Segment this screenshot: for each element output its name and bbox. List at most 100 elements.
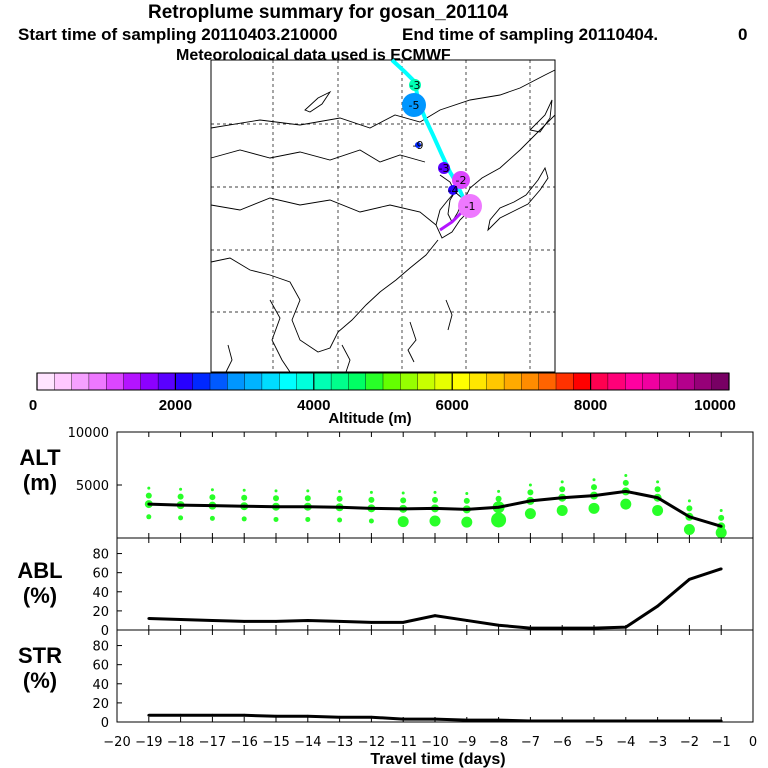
colorbar-tick-label: 10000 bbox=[694, 397, 736, 414]
trajectory-point-label: -3 bbox=[410, 79, 421, 92]
panel-alt: 5000 10000 ALT(m) bbox=[19, 426, 754, 539]
colorbar-swatch bbox=[175, 372, 194, 391]
scatter-point bbox=[620, 498, 632, 510]
series-point bbox=[624, 719, 628, 723]
scatter-point bbox=[652, 504, 664, 516]
series-point bbox=[433, 506, 437, 510]
scatter-point bbox=[178, 515, 184, 521]
series-point bbox=[465, 619, 469, 622]
colorbar-tick-label: 6000 bbox=[436, 397, 469, 414]
scatter-point bbox=[463, 497, 470, 504]
trajectory-point bbox=[409, 79, 421, 91]
series-point bbox=[624, 489, 628, 493]
series-point bbox=[370, 620, 373, 624]
scatter-point bbox=[556, 504, 568, 516]
scatter-point bbox=[336, 495, 343, 502]
colorbar-swatch bbox=[642, 372, 661, 391]
series-point bbox=[529, 719, 532, 723]
scatter-point bbox=[432, 496, 438, 503]
x-tick-label: −3 bbox=[648, 735, 667, 750]
panel-label-line: ABL bbox=[17, 558, 62, 583]
colorbar-tick-label: 2000 bbox=[159, 397, 192, 414]
figure-title: Retroplume summary for gosan_201104 bbox=[148, 2, 509, 23]
colorbar-swatch bbox=[573, 372, 592, 391]
scatter-point bbox=[273, 495, 279, 502]
y-tick-label: 0 bbox=[101, 624, 109, 639]
colorbar-swatch bbox=[503, 372, 522, 391]
scatter-point bbox=[683, 524, 695, 536]
x-tick-label: −2 bbox=[680, 735, 699, 750]
x-tick-label: −5 bbox=[584, 735, 603, 750]
scatter-point bbox=[305, 516, 311, 522]
scatter-point bbox=[527, 489, 534, 496]
series-point bbox=[592, 719, 596, 723]
scatter-point bbox=[588, 502, 600, 514]
y-tick-label: 60 bbox=[92, 659, 109, 674]
scatter-point bbox=[495, 495, 502, 502]
series-point bbox=[719, 567, 723, 571]
scatter-point bbox=[210, 488, 214, 492]
colorbar-swatch bbox=[486, 372, 505, 391]
panel-frame bbox=[116, 629, 754, 723]
series-point bbox=[401, 620, 405, 624]
scatter-point bbox=[145, 492, 152, 499]
trajectory-point bbox=[402, 93, 426, 117]
scatter-point bbox=[497, 489, 501, 493]
colorbar-swatch bbox=[365, 372, 384, 391]
colorbar-swatch bbox=[227, 372, 246, 391]
colorbar-swatch bbox=[279, 372, 298, 391]
y-tick-label: 80 bbox=[92, 548, 109, 563]
panel-label-line: (%) bbox=[23, 583, 57, 608]
colorbar-tick-label: 8000 bbox=[574, 397, 607, 414]
y-tick-label: 80 bbox=[92, 640, 109, 655]
colorbar-swatch bbox=[123, 372, 142, 391]
x-tick-label: −20 bbox=[103, 735, 130, 750]
colorbar-swatch bbox=[434, 372, 453, 391]
trajectory-point-label: -1 bbox=[465, 200, 476, 213]
scatter-point bbox=[368, 518, 374, 524]
scatter-point bbox=[274, 489, 278, 493]
series-point bbox=[211, 619, 214, 622]
chart-panels: 500010000ALT(m)020406080ABL(%)020406080S… bbox=[17, 426, 754, 731]
y-tick-label: 20 bbox=[92, 697, 109, 712]
series-point bbox=[656, 719, 659, 723]
colorbar-swatch bbox=[330, 372, 349, 391]
colorbar-swatch bbox=[261, 372, 280, 391]
panel-label-line: ALT bbox=[19, 445, 61, 470]
series-point bbox=[242, 620, 246, 623]
colorbar-swatch bbox=[348, 372, 367, 391]
series-point bbox=[688, 515, 691, 519]
colorbar-swatch bbox=[244, 372, 263, 391]
end-time-suffix: 0 bbox=[738, 25, 748, 44]
scatter-point bbox=[177, 493, 184, 500]
colorbar-swatch bbox=[140, 372, 159, 391]
series-point bbox=[338, 505, 341, 509]
x-tick-label: −17 bbox=[199, 735, 226, 750]
series-point bbox=[370, 715, 373, 719]
map-trajectory: -1 -2 -3 -4 -5 -9 -3 bbox=[390, 58, 482, 232]
series-point bbox=[433, 717, 437, 721]
scatter-point bbox=[397, 516, 409, 528]
x-tick-label: −15 bbox=[262, 735, 289, 750]
series-point bbox=[465, 507, 469, 511]
series-point bbox=[274, 505, 278, 509]
y-tick-label: 40 bbox=[92, 678, 109, 693]
series-point bbox=[433, 614, 437, 618]
series-point bbox=[211, 713, 214, 717]
x-tick-label: −7 bbox=[521, 735, 540, 750]
scatter-point bbox=[461, 516, 473, 528]
series-point bbox=[274, 620, 278, 623]
series-point bbox=[560, 719, 564, 723]
scatter-point bbox=[528, 483, 532, 487]
colorbar-swatch bbox=[36, 372, 55, 391]
series-point bbox=[497, 718, 500, 722]
series-point bbox=[560, 626, 564, 630]
x-tick-label: 0 bbox=[749, 735, 757, 750]
series-point bbox=[370, 506, 373, 510]
map-frame bbox=[210, 59, 556, 373]
colorbar-swatch bbox=[400, 372, 419, 391]
x-tick-label: −9 bbox=[457, 735, 476, 750]
scatter-point bbox=[715, 527, 727, 539]
panel-str: 0 20 40 60 80 STR(%) bbox=[18, 629, 754, 731]
